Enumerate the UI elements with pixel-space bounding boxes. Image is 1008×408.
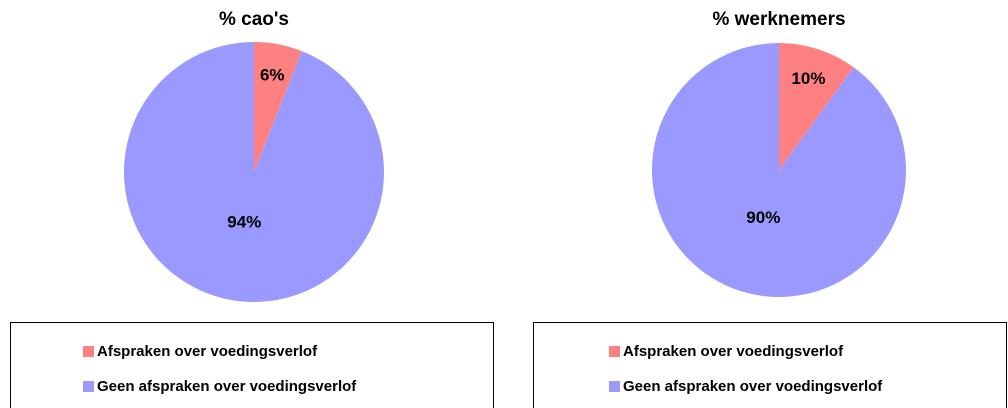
legend-box <box>10 322 494 408</box>
legend-label: Afspraken over voedingsverlof <box>623 343 844 360</box>
legend-label: Afspraken over voedingsverlof <box>97 343 318 360</box>
pie-slice <box>651 43 906 297</box>
legend-swatch <box>83 346 94 357</box>
legend-swatch <box>609 346 620 357</box>
legend-label: Geen afspraken over voedingsverlof <box>97 378 357 395</box>
legend-box <box>533 322 1007 408</box>
chart-title: % cao's <box>219 9 289 30</box>
pie-slice <box>254 42 302 172</box>
data-label: 90% <box>746 208 780 227</box>
legend-label: Geen afspraken over voedingsverlof <box>623 378 883 395</box>
pie-slice <box>779 43 854 170</box>
legend-swatch <box>609 381 620 392</box>
legend-swatch <box>83 381 94 392</box>
chart-title: % werknemers <box>712 9 845 30</box>
data-label: 10% <box>791 69 825 88</box>
data-label: 94% <box>227 213 261 232</box>
pie-slice <box>124 42 385 302</box>
data-label: 6% <box>260 66 285 85</box>
